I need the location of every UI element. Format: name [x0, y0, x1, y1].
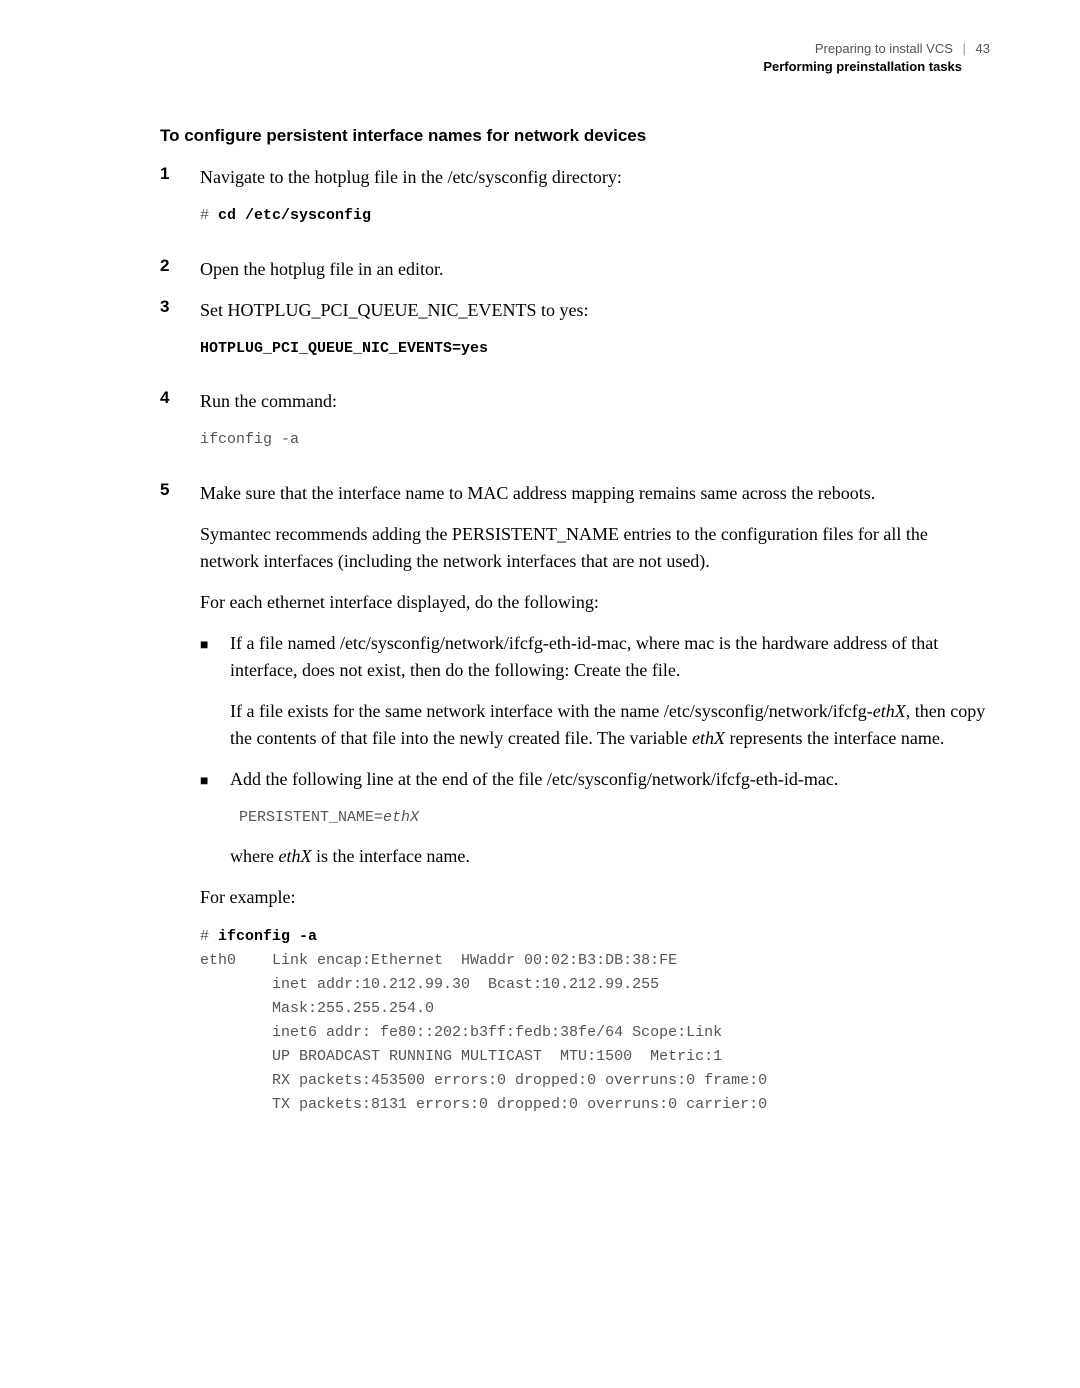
- code-block: # cd /etc/sysconfig: [200, 205, 990, 228]
- step-2: 2 Open the hotplug file in an editor.: [160, 256, 990, 283]
- example-label: For example:: [200, 884, 990, 911]
- terminal-output: # ifconfig -a eth0 Link encap:Ethernet H…: [200, 925, 990, 1117]
- code-block: PERSISTENT_NAME=ethX: [230, 807, 990, 830]
- terminal-prompt: #: [200, 928, 218, 945]
- where-clause: where ethX is the interface name.: [230, 843, 990, 870]
- page-header: Preparing to install VCS | 43 Performing…: [160, 40, 990, 76]
- bullet-text: If a file named /etc/sysconfig/network/i…: [230, 630, 990, 684]
- step-content: Run the command: ifconfig -a: [200, 388, 990, 466]
- step-5: 5 Make sure that the interface name to M…: [160, 480, 990, 1118]
- step-para: For each ethernet interface displayed, d…: [200, 589, 990, 616]
- step-content: Set HOTPLUG_PCI_QUEUE_NIC_EVENTS to yes:…: [200, 297, 990, 375]
- code-block: HOTPLUG_PCI_QUEUE_NIC_EVENTS=yes: [200, 338, 990, 361]
- step-4: 4 Run the command: ifconfig -a: [160, 388, 990, 466]
- step-content: Navigate to the hotplug file in the /etc…: [200, 164, 990, 242]
- bullet-marker-icon: ■: [200, 630, 230, 752]
- bullet-marker-icon: ■: [200, 766, 230, 871]
- variable-name: ethX: [873, 701, 906, 721]
- code-prompt: #: [200, 207, 218, 224]
- step-number: 4: [160, 388, 200, 466]
- bullet-content: Add the following line at the end of the…: [230, 766, 990, 871]
- step-number: 3: [160, 297, 200, 375]
- step-number: 5: [160, 480, 200, 1118]
- bullet-text: If a file exists for the same network in…: [230, 698, 990, 752]
- step-text: Make sure that the interface name to MAC…: [200, 480, 990, 507]
- terminal-result: eth0 Link encap:Ethernet HWaddr 00:02:B3…: [200, 952, 767, 1113]
- page-number: 43: [976, 41, 990, 56]
- header-section: Performing preinstallation tasks: [160, 58, 962, 76]
- step-content: Open the hotplug file in an editor.: [200, 256, 990, 283]
- step-3: 3 Set HOTPLUG_PCI_QUEUE_NIC_EVENTS to ye…: [160, 297, 990, 375]
- section-title: To configure persistent interface names …: [160, 126, 990, 146]
- step-text: Open the hotplug file in an editor.: [200, 256, 990, 283]
- step-text: Set HOTPLUG_PCI_QUEUE_NIC_EVENTS to yes:: [200, 297, 990, 324]
- step-text: Run the command:: [200, 388, 990, 415]
- bullet-item: ■ Add the following line at the end of t…: [200, 766, 990, 871]
- bullet-item: ■ If a file named /etc/sysconfig/network…: [200, 630, 990, 752]
- variable-name: ethX: [692, 728, 725, 748]
- code-block: ifconfig -a: [200, 429, 990, 452]
- step-para: Symantec recommends adding the PERSISTEN…: [200, 521, 990, 575]
- variable-name: ethX: [278, 846, 311, 866]
- code-command: cd /etc/sysconfig: [218, 207, 371, 224]
- code-variable: ethX: [383, 809, 419, 826]
- terminal-command: ifconfig -a: [218, 928, 317, 945]
- step-1: 1 Navigate to the hotplug file in the /e…: [160, 164, 990, 242]
- step-text: Navigate to the hotplug file in the /etc…: [200, 164, 990, 191]
- bullet-content: If a file named /etc/sysconfig/network/i…: [230, 630, 990, 752]
- step-number: 2: [160, 256, 200, 283]
- bullet-text: Add the following line at the end of the…: [230, 766, 990, 793]
- header-divider: |: [963, 41, 966, 56]
- code-command: HOTPLUG_PCI_QUEUE_NIC_EVENTS=yes: [200, 340, 488, 357]
- breadcrumb: Preparing to install VCS: [815, 41, 953, 56]
- step-number: 1: [160, 164, 200, 242]
- step-content: Make sure that the interface name to MAC…: [200, 480, 990, 1118]
